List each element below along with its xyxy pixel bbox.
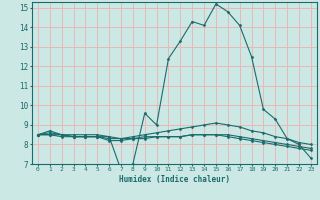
- X-axis label: Humidex (Indice chaleur): Humidex (Indice chaleur): [119, 175, 230, 184]
